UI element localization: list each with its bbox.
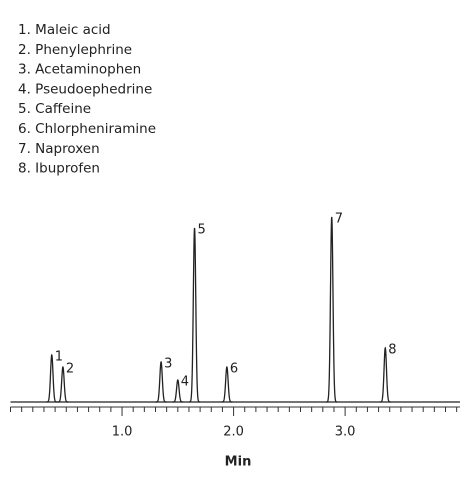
peak-label: 3 <box>164 357 172 372</box>
peak-label: 7 <box>335 212 343 227</box>
legend-entry: 5. Caffeine <box>18 101 91 117</box>
peak <box>326 216 338 403</box>
peak <box>46 353 58 403</box>
peak-label: 4 <box>181 375 189 390</box>
legend-entry: 8. Ibuprofen <box>18 161 100 177</box>
peak <box>221 365 233 403</box>
peak <box>172 379 184 403</box>
peak-label: 2 <box>66 362 74 377</box>
peak <box>155 360 167 403</box>
peak-label: 6 <box>230 362 238 377</box>
peak <box>57 365 69 403</box>
x-tick-label: 3.0 <box>335 425 356 440</box>
x-tick-label: 2.0 <box>223 425 244 440</box>
x-axis-label: Min <box>225 455 252 470</box>
legend-entry: 7. Naproxen <box>18 141 100 157</box>
peak-label: 5 <box>198 223 206 238</box>
legend-entry: 2. Phenylephrine <box>18 42 132 58</box>
peak-label: 1 <box>55 350 63 365</box>
legend-entry: 4. Pseudoephedrine <box>18 81 152 97</box>
legend-entry: 6. Chlorpheniramine <box>18 121 156 137</box>
legend-entry: 1. Maleic acid <box>18 22 111 38</box>
peak <box>188 227 201 403</box>
peak-label: 8 <box>388 343 396 358</box>
peak <box>379 346 391 403</box>
legend-entry: 3. Acetaminophen <box>18 62 141 78</box>
x-tick-label: 1.0 <box>112 425 133 440</box>
